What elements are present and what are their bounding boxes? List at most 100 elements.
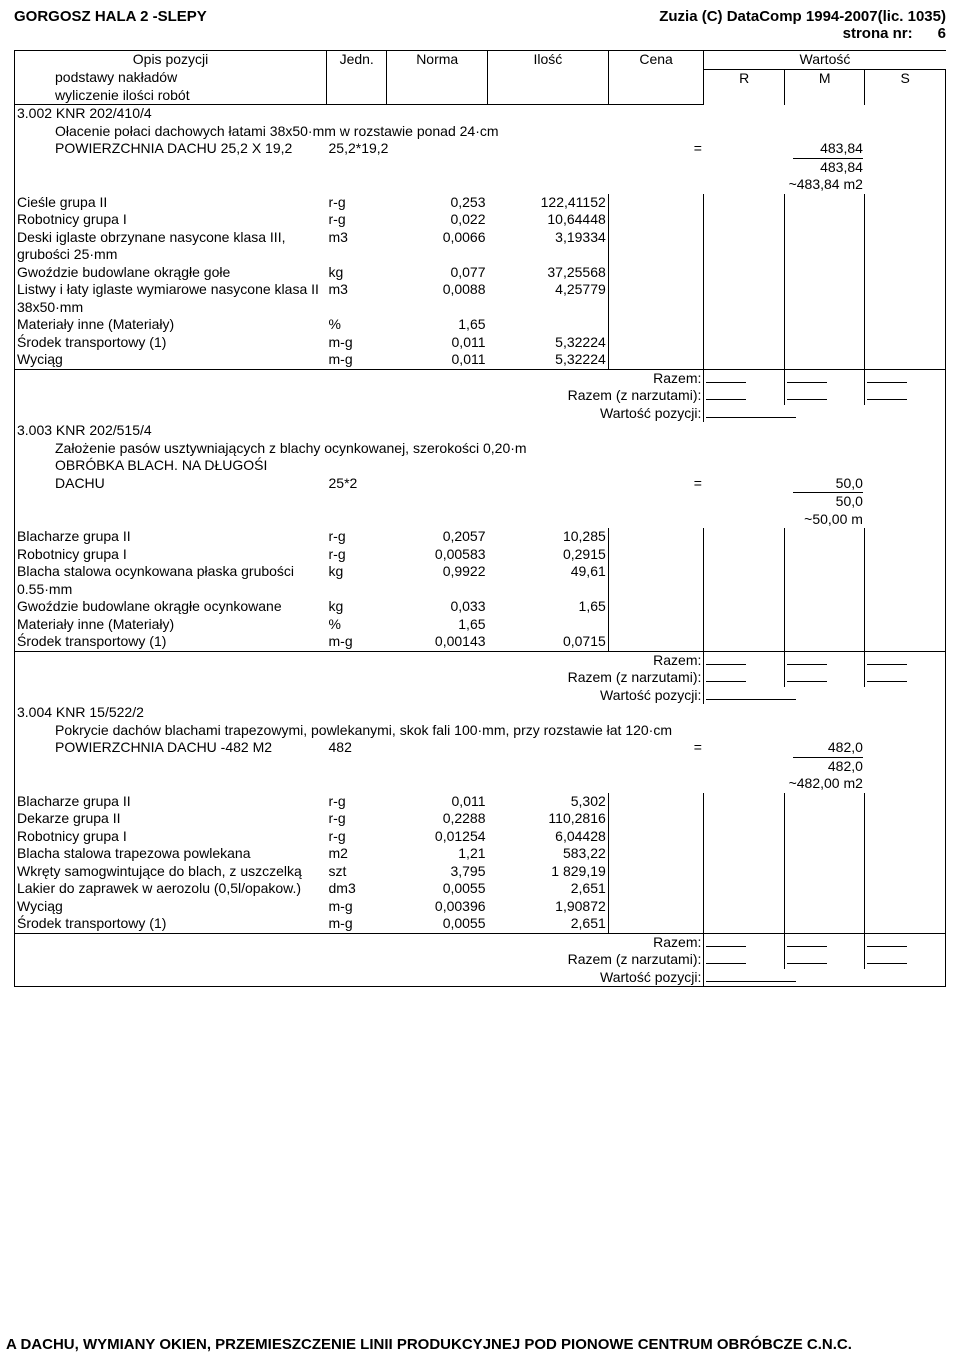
item-name: Wyciąg — [15, 351, 327, 369]
item-name: Blacha stalowa ocynkowana płaska grubośc… — [15, 563, 327, 598]
item-ilosc: 5,32224 — [488, 351, 609, 369]
th-r: R — [704, 69, 785, 105]
s3-calc-row: POWIERZCHNIA DACHU -482 M2 482 = 482,0 — [15, 739, 946, 758]
s1-code: 3.002 KNR 202/410/4 — [15, 105, 865, 123]
item-ilosc: 1,90872 — [488, 898, 609, 916]
razem-label: Razem: — [608, 651, 704, 669]
summary-row: Wartość pozycji: — [15, 969, 946, 987]
main-table: Opis pozycji Jedn. Norma Ilość Cena Wart… — [14, 50, 946, 987]
item-unit: kg — [327, 598, 387, 616]
page-label: strona nr: — [843, 25, 913, 42]
summary-row: Wartość pozycji: — [15, 405, 946, 423]
item-name: Materiały inne (Materiały) — [15, 616, 327, 634]
item-unit: r-g — [327, 211, 387, 229]
item-unit: r-g — [327, 828, 387, 846]
razem-m — [787, 382, 827, 383]
item-name: Wyciąg — [15, 898, 327, 916]
item-ilosc — [488, 616, 609, 634]
item-norma: 0,011 — [387, 351, 488, 369]
table-row: Dekarze grupa II r-g 0,2288 110,2816 — [15, 810, 946, 828]
table-row: Gwoździe budowlane okrągłe ocynkowane kg… — [15, 598, 946, 616]
item-norma: 0,011 — [387, 334, 488, 352]
table-row: Listwy i łaty iglaste wymiarowe nasycone… — [15, 281, 946, 316]
item-ilosc: 10,64448 — [488, 211, 609, 229]
item-ilosc: 0,2915 — [488, 546, 609, 564]
item-norma: 0,0055 — [387, 915, 488, 933]
th-podstawy: podstawy nakładów — [15, 69, 327, 87]
item-unit: m-g — [327, 898, 387, 916]
table-row: Blacharze grupa II r-g 0,011 5,302 — [15, 793, 946, 811]
razem-narzut-r — [706, 399, 746, 400]
s2-result3-row: ~50,00 m — [15, 511, 946, 529]
item-unit: % — [327, 616, 387, 634]
item-name: Blacha stalowa trapezowa powlekana — [15, 845, 327, 863]
razem-narzut-label: Razem (z narzutami): — [488, 669, 704, 687]
item-name: Dekarze grupa II — [15, 810, 327, 828]
table-row: Blacharze grupa II r-g 0,2057 10,285 — [15, 528, 946, 546]
s1-result3-row: ~483,84 m2 — [15, 176, 946, 194]
item-ilosc: 10,285 — [488, 528, 609, 546]
s1-calc-row: POWIERZCHNIA DACHU 25,2 X 19,2 25,2*19,2… — [15, 140, 946, 159]
item-unit: kg — [327, 563, 387, 598]
s2-sub-row: OBRÓBKA BLACH. NA DŁUGOŚI — [15, 457, 946, 475]
table-row: Blacha stalowa ocynkowana płaska grubośc… — [15, 563, 946, 598]
summary-row: Razem: — [15, 651, 946, 669]
item-name: Środek transportowy (1) — [15, 633, 327, 651]
item-norma: 1,21 — [387, 845, 488, 863]
wartosc-poz-label: Wartość pozycji: — [488, 405, 704, 423]
s1-title-row: Ołacenie połaci dachowych łatami 38x50·m… — [15, 123, 946, 141]
th-opis: Opis pozycji — [15, 51, 327, 70]
item-norma: 0,2288 — [387, 810, 488, 828]
item-norma: 0,00583 — [387, 546, 488, 564]
s1-eq: = — [608, 140, 704, 159]
item-name: Blacharze grupa II — [15, 793, 327, 811]
item-ilosc: 583,22 — [488, 845, 609, 863]
razem-narzut-m — [787, 681, 827, 682]
s2-result2: 50,0 — [704, 493, 865, 511]
item-unit: m-g — [327, 915, 387, 933]
item-name: Środek transportowy (1) — [15, 334, 327, 352]
s2-result3: ~50,00 m — [704, 511, 865, 529]
razem-narzut-label: Razem (z narzutami): — [488, 951, 704, 969]
s3-calc-label: POWIERZCHNIA DACHU -482 M2 — [15, 739, 327, 758]
table-header-row-1: Opis pozycji Jedn. Norma Ilość Cena Wart… — [15, 51, 946, 70]
wartosc-poz-value — [706, 981, 796, 982]
item-norma: 0,00143 — [387, 633, 488, 651]
item-unit: m3 — [327, 229, 387, 264]
table-row: Robotnicy grupa I r-g 0,00583 0,2915 — [15, 546, 946, 564]
razem-r — [706, 664, 746, 665]
wartosc-poz-value — [706, 699, 796, 700]
item-unit: m2 — [327, 845, 387, 863]
razem-m — [787, 946, 827, 947]
razem-m — [787, 664, 827, 665]
item-unit: r-g — [327, 810, 387, 828]
item-ilosc: 1,65 — [488, 598, 609, 616]
item-name: Wkręty samogwintujące do blach, z uszcze… — [15, 863, 327, 881]
s2-code: 3.003 KNR 202/515/4 — [15, 422, 865, 440]
th-wartosc: Wartość — [704, 51, 946, 70]
razem-narzut-m — [787, 963, 827, 964]
s1-result2-row: 483,84 — [15, 159, 946, 177]
item-ilosc: 4,25779 — [488, 281, 609, 316]
item-ilosc: 2,651 — [488, 880, 609, 898]
table-row: Środek transportowy (1) m-g 0,011 5,3222… — [15, 334, 946, 352]
item-unit: kg — [327, 264, 387, 282]
razem-narzut-s — [867, 963, 907, 964]
table-row: Lakier do zaprawek w aerozolu (0,5l/opak… — [15, 880, 946, 898]
item-norma: 0,01254 — [387, 828, 488, 846]
item-norma: 0,077 — [387, 264, 488, 282]
razem-narzut-s — [867, 399, 907, 400]
item-name: Blacharze grupa II — [15, 528, 327, 546]
s1-calc-label: POWIERZCHNIA DACHU 25,2 X 19,2 — [15, 140, 327, 159]
footer-text: A DACHU, WYMIANY OKIEN, PRZEMIESZCZENIE … — [0, 1336, 960, 1353]
header-right: Zuzia (C) DataComp 1994-2007(lic. 1035) … — [659, 8, 946, 42]
s2-calc-label: DACHU — [15, 475, 327, 494]
th-m: M — [784, 69, 865, 105]
summary-row: Razem: — [15, 369, 946, 387]
s3-result2: 482,0 — [704, 758, 865, 776]
table-row: Wyciąg m-g 0,011 5,32224 — [15, 351, 946, 369]
item-unit: m3 — [327, 281, 387, 316]
table-header-row-2: podstawy nakładów R M S — [15, 69, 946, 87]
item-name: Materiały inne (Materiały) — [15, 316, 327, 334]
summary-row: Razem (z narzutami): — [15, 951, 946, 969]
